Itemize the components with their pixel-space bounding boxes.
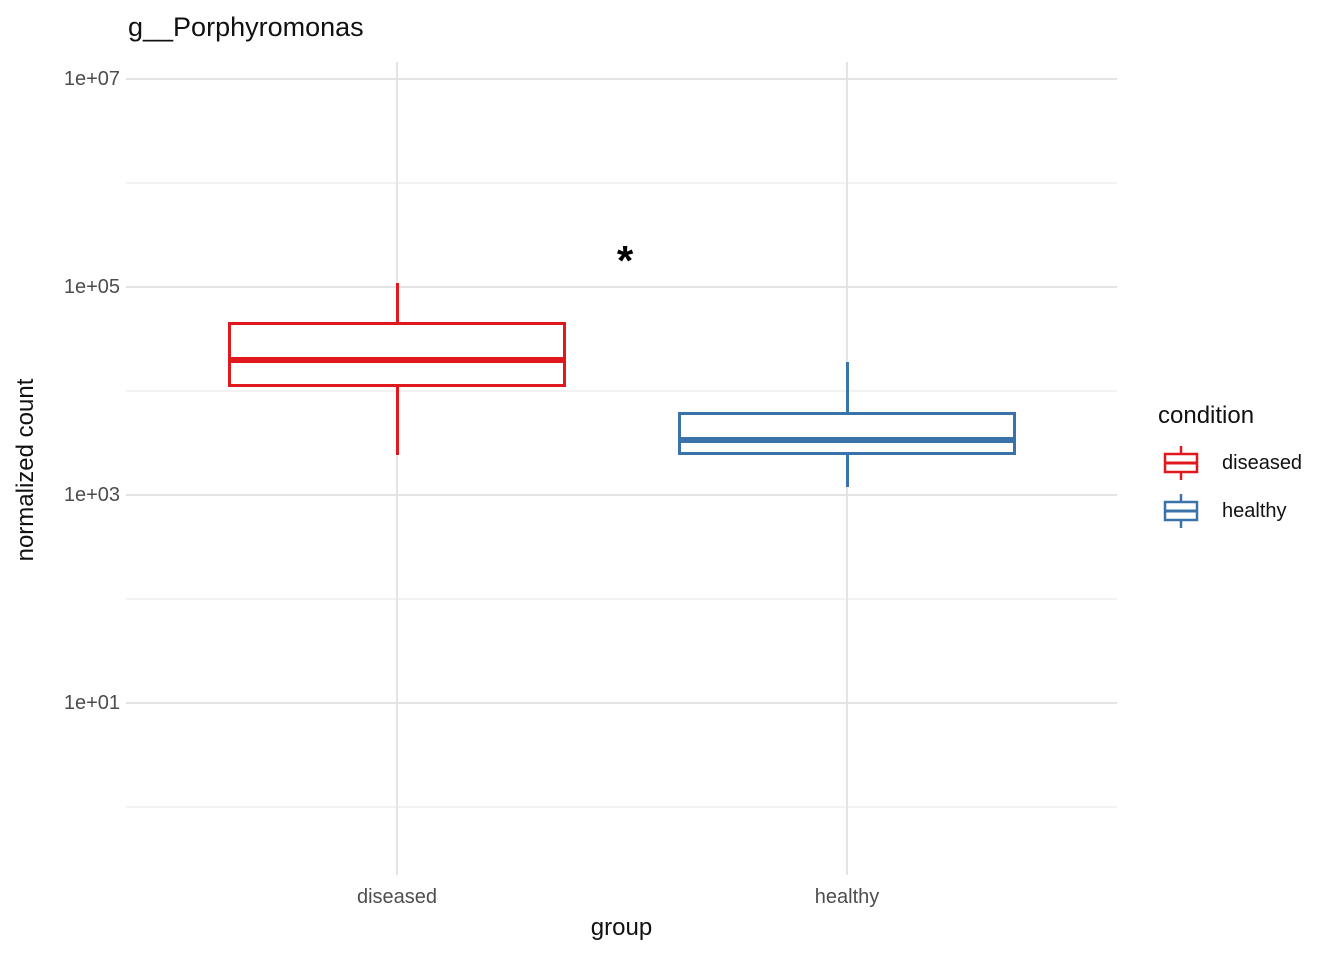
- x-tick-label: healthy: [814, 886, 880, 908]
- plot-title: g__Porphyromonas: [128, 12, 364, 42]
- legend-entry-label: diseased: [1222, 451, 1303, 474]
- gridline-major: [126, 494, 1117, 496]
- boxplot-key-icon: [1163, 494, 1199, 528]
- legend-entry-label: healthy: [1222, 499, 1287, 522]
- boxplot-box-healthy: [678, 411, 1016, 455]
- gridline-minor: [126, 182, 1117, 184]
- y-tick-label: 1e+01: [63, 692, 120, 714]
- legend-entries: diseased healthy: [1158, 444, 1302, 530]
- gridline-major: [126, 702, 1117, 704]
- y-tick-label: 1e+03: [63, 484, 120, 506]
- gridline-minor: [126, 390, 1117, 392]
- y-tick-label: 1e+05: [63, 276, 120, 298]
- x-tick-label: diseased: [356, 886, 438, 908]
- legend: condition diseased healthy: [1158, 402, 1302, 540]
- gridline-major: [126, 286, 1117, 288]
- legend-entry: diseased: [1158, 444, 1302, 482]
- y-tick-label: 1e+07: [63, 68, 120, 90]
- boxplot-median: [678, 436, 1016, 443]
- significance-star: *: [616, 237, 634, 284]
- legend-entry: healthy: [1158, 492, 1302, 530]
- x-axis-title: group: [590, 914, 653, 941]
- gridline-vertical: [396, 62, 398, 875]
- legend-title: condition: [1158, 402, 1255, 429]
- boxplot-box-diseased: [228, 322, 566, 387]
- plot-panel: [126, 62, 1117, 875]
- gridline-minor: [126, 598, 1117, 600]
- boxplot-key-icon: [1163, 446, 1199, 480]
- y-axis-tick-labels: 1e+07 1e+05 1e+03 1e+01: [30, 0, 120, 960]
- gridline-major: [126, 78, 1117, 80]
- boxplot-median: [228, 356, 566, 363]
- gridline-minor: [126, 806, 1117, 808]
